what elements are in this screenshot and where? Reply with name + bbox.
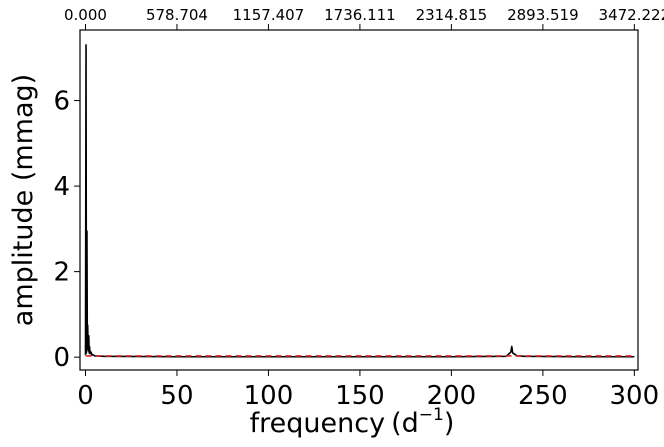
top-tick-label: 1736.111 [324, 6, 396, 24]
y-tick-label: 0 [53, 343, 70, 373]
x-tick-label: 100 [244, 381, 294, 411]
plot-frame [79, 29, 639, 371]
top-tick-label: 1157.407 [233, 6, 305, 24]
top-tick-label: 3472.222 [599, 6, 664, 24]
x-axis-label: frequency (d−1) [250, 405, 455, 439]
x-axis-label-unit-exponent: −1 [419, 405, 444, 425]
x-axis-label-name: frequency [250, 408, 385, 439]
series-line-1 [84, 44, 635, 358]
x-tick-label: 300 [610, 381, 660, 411]
x-tick-label: 50 [160, 381, 193, 411]
x-axis-label-unit: (d [391, 408, 419, 439]
top-tick-label: 2893.519 [507, 6, 579, 24]
x-tick-label: 0 [77, 381, 94, 411]
top-tick-label: 0.000 [64, 6, 107, 24]
plot-area [84, 44, 635, 358]
x-tick-label: 150 [335, 381, 385, 411]
x-tick-label: 200 [427, 381, 477, 411]
top-tick-label: 2314.815 [416, 6, 488, 24]
x-tick-label: 250 [518, 381, 568, 411]
y-axis-label: amplitude (mmag) [8, 74, 39, 326]
axes: 0 50 100 150 200 250 300 0.000 578.704 1157.407 17… [53, 6, 664, 411]
y-tick-label: 4 [53, 172, 70, 202]
x-axis-label-unit-close: ) [444, 408, 455, 439]
y-tick-label: 2 [53, 258, 70, 288]
top-tick-label: 578.704 [146, 6, 208, 24]
y-tick-label: 6 [53, 87, 70, 117]
